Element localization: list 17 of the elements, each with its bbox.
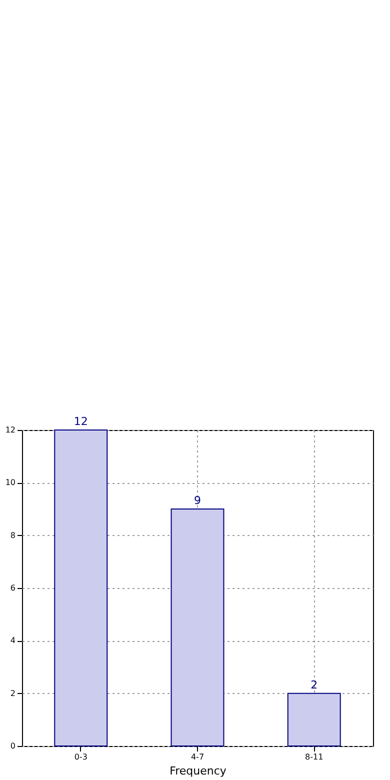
bar [54,430,108,746]
x-tick-label: 4-7 [190,752,204,762]
y-tick-label: 8 [10,530,16,540]
y-tick-label: 10 [5,478,16,488]
data-label: 2 [310,678,318,692]
bar [287,692,341,746]
data-label: 9 [194,494,201,507]
y-tick-label: 2 [10,688,16,698]
x-tick-label: 8-11 [305,752,324,762]
data-label: 12 [74,415,88,428]
bar [170,508,224,746]
y-tick-label: 12 [5,426,16,434]
x-axis-title: Frequency [170,764,227,778]
x-tick-label: 0-3 [74,752,88,762]
y-tick-label: 6 [10,584,16,592]
y-tick-label: 0 [10,742,16,750]
y-tick-label: 4 [10,636,16,646]
